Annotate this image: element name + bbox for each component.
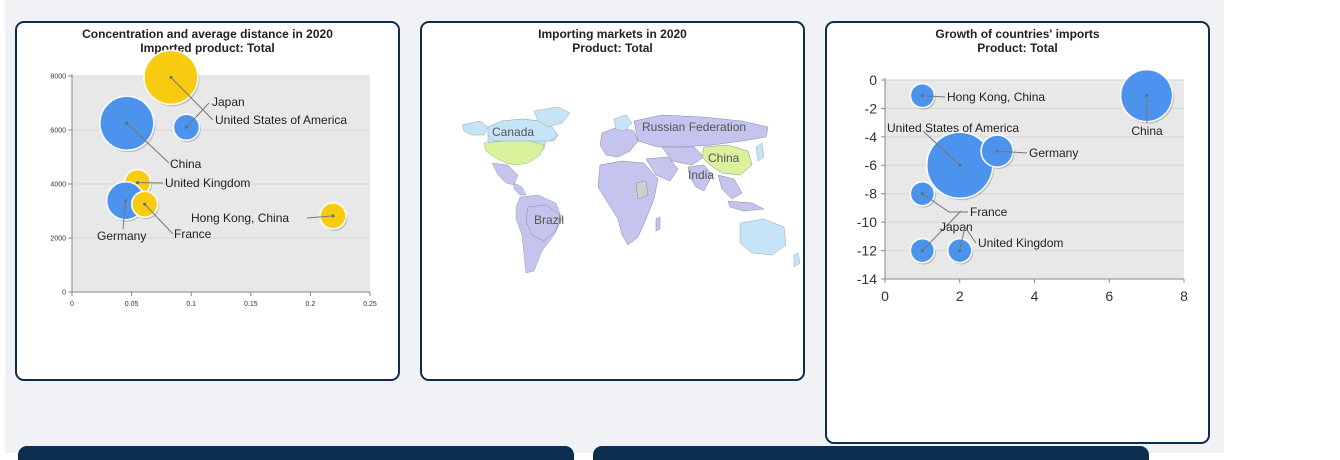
world-map[interactable]: Canada Russian Federation China India Br… bbox=[422, 23, 803, 379]
map-region-usa bbox=[484, 141, 544, 165]
bottom-panel-header-right bbox=[593, 446, 1149, 460]
x-tick-label: 0.15 bbox=[244, 301, 258, 308]
map-region-central-america bbox=[514, 183, 526, 195]
concentration-bubble-chart[interactable]: 0 2000 4000 6000 8000 0 0.05 0.1 0.15 0.2 0.25 Unit… bbox=[17, 23, 398, 379]
import-growth-card: Growth of countries' imports Product: To… bbox=[825, 21, 1210, 444]
importing-markets-card: Importing markets in 2020 Product: Total bbox=[420, 21, 805, 381]
map-region-europe bbox=[600, 127, 638, 157]
data-label-china: China bbox=[170, 157, 202, 171]
y-tick-label: -2 bbox=[865, 100, 878, 116]
y-tick-label: -4 bbox=[865, 129, 878, 145]
map-region-australia bbox=[740, 219, 786, 255]
x-tick-label: 0 bbox=[70, 301, 74, 308]
x-tick-label: 6 bbox=[1105, 288, 1113, 304]
x-tick-label: 0 bbox=[881, 288, 889, 304]
data-label-germany: Germany bbox=[1029, 146, 1078, 160]
map-region-mexico bbox=[492, 163, 518, 185]
data-label-hong-kong-china: Hong Kong, China bbox=[191, 211, 289, 225]
data-label-japan: Japan bbox=[212, 95, 245, 109]
concentration-chart-card: Concentration and average distance in 20… bbox=[15, 21, 400, 381]
map-region-japan bbox=[756, 143, 764, 161]
data-label-united-kingdom: United Kingdom bbox=[165, 176, 250, 190]
data-label-china: China bbox=[1131, 124, 1163, 138]
map-label-canada: Canada bbox=[492, 125, 534, 139]
map-region-new-zealand bbox=[794, 253, 800, 267]
y-tick-label: 0 bbox=[869, 72, 877, 88]
y-tick-label: -10 bbox=[857, 214, 877, 230]
map-region-southeast-asia bbox=[718, 175, 742, 199]
x-tick-label: 0.25 bbox=[363, 301, 377, 308]
data-label-germany: Germany bbox=[97, 229, 146, 243]
map-label-china: China bbox=[708, 151, 740, 165]
map-label-india: India bbox=[688, 168, 714, 182]
y-tick-label: -14 bbox=[857, 271, 877, 287]
y-tick-label: -8 bbox=[865, 186, 878, 202]
y-tick-label: 8000 bbox=[50, 73, 66, 80]
x-tick-label: 0.1 bbox=[186, 301, 196, 308]
map-region-scandinavia bbox=[614, 115, 632, 131]
x-tick-label: 0.05 bbox=[125, 301, 139, 308]
data-label-united-kingdom: United Kingdom bbox=[978, 236, 1063, 250]
y-tick-label: 2000 bbox=[50, 235, 66, 242]
map-region-madagascar bbox=[656, 217, 660, 231]
y-tick-label: -12 bbox=[857, 242, 877, 258]
data-label-united-states-of-america: United States of America bbox=[887, 121, 1019, 135]
x-tick-label: 4 bbox=[1031, 288, 1039, 304]
x-tick-label: 8 bbox=[1180, 288, 1188, 304]
y-tick-label: 0 bbox=[62, 289, 66, 296]
data-label-hong-kong-china: Hong Kong, China bbox=[947, 90, 1045, 104]
map-label-russian-federation: Russian Federation bbox=[642, 120, 746, 134]
y-tick-label: 6000 bbox=[50, 127, 66, 134]
map-region-africa bbox=[598, 161, 658, 245]
bottom-panel-header-left bbox=[18, 446, 574, 460]
y-tick-label: -6 bbox=[865, 157, 878, 173]
map-region-indonesia bbox=[728, 201, 764, 211]
x-tick-label: 2 bbox=[956, 288, 964, 304]
data-label-france: France bbox=[174, 227, 212, 241]
x-tick-label: 0.2 bbox=[306, 301, 316, 308]
data-label-united-states-of-america: United States of America bbox=[215, 113, 347, 127]
map-region-alaska bbox=[462, 121, 488, 135]
map-label-brazil: Brazil bbox=[534, 213, 564, 227]
y-tick-label: 4000 bbox=[50, 181, 66, 188]
data-label-france: France bbox=[970, 205, 1008, 219]
